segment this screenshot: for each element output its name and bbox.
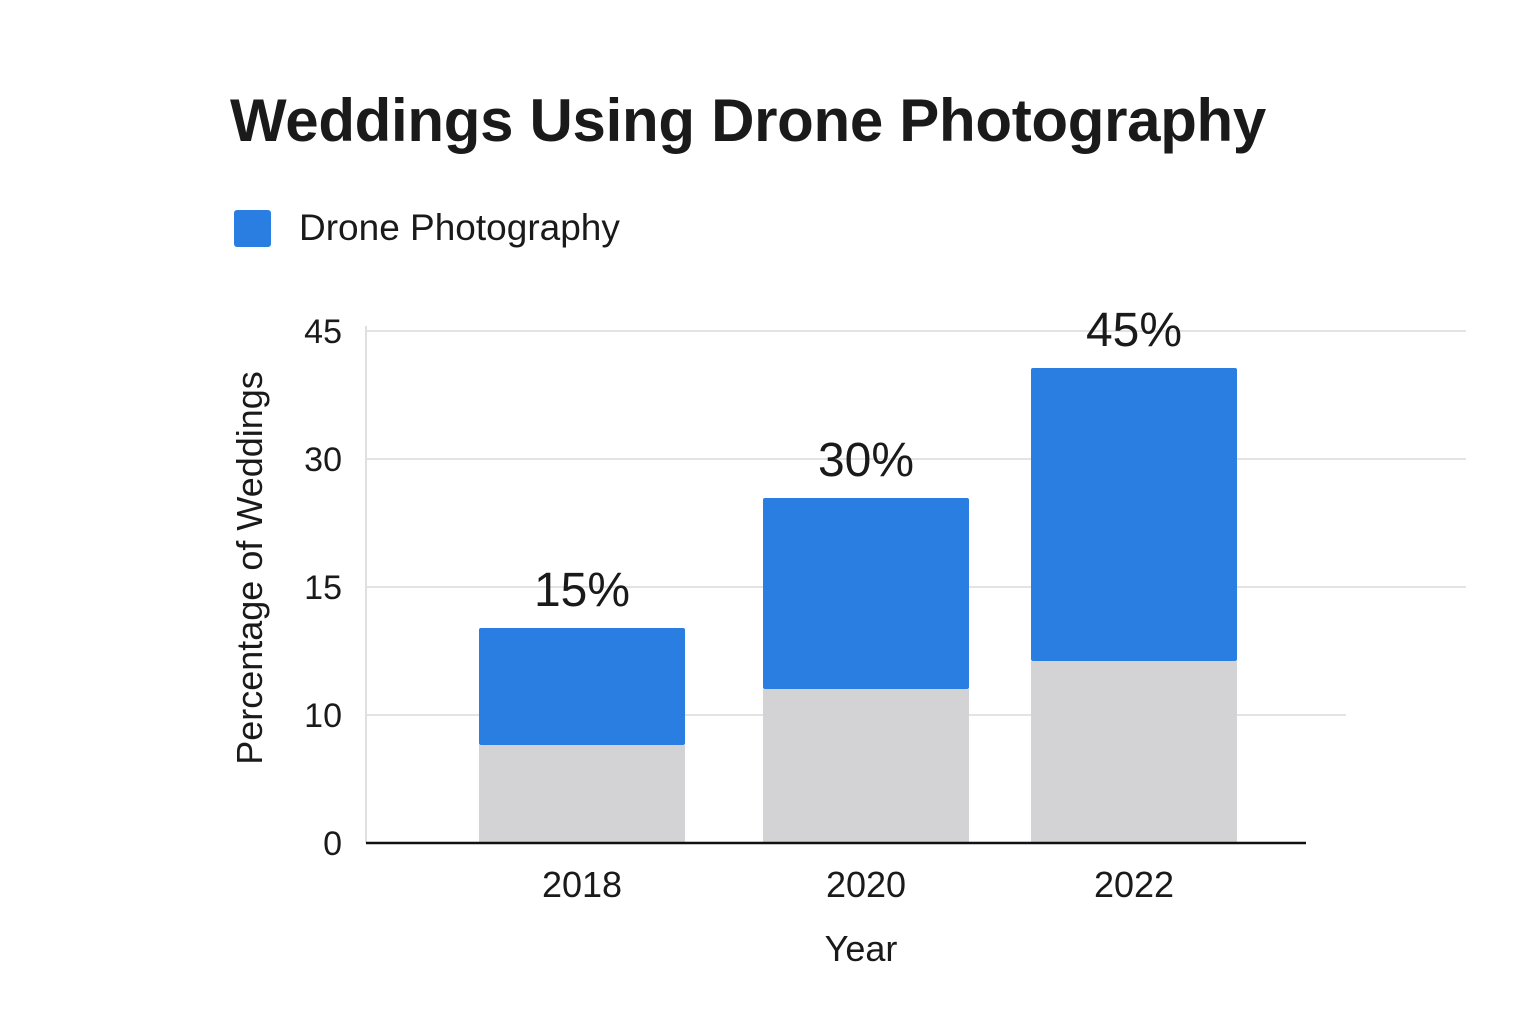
bar-2020 [763,498,969,689]
y-tick-label-10: 10 [304,697,342,735]
bars [479,368,1237,843]
x-tick-label-2018: 2018 [542,864,622,905]
bar-2022 [1031,368,1237,661]
chart-title: Weddings Using Drone Photography [230,87,1266,154]
labels: 0 10 15 30 45 15% 2018 30% 2020 45% 2022 [304,304,1182,905]
data-label-2022: 45% [1086,304,1182,357]
data-label-2018: 15% [534,564,630,617]
x-axis-title: Year [825,928,898,969]
y-tick-label-15: 15 [304,569,342,607]
legend-swatch-drone [234,209,271,247]
y-tick-label-45: 45 [304,313,342,351]
legend: Drone Photography [234,206,620,250]
bar-base-2018 [479,745,685,843]
y-tick-label-0: 0 [323,825,342,863]
data-label-2020: 30% [818,434,914,487]
legend-label-drone: Drone Photography [299,207,620,248]
y-axis-title: Percentage of Weddings [229,371,270,765]
y-tick-label-30: 30 [304,441,342,479]
bar-base-2020 [763,689,969,843]
bar-2018 [479,628,685,745]
x-tick-label-2022: 2022 [1094,864,1174,905]
x-tick-label-2020: 2020 [826,864,906,905]
axes [365,326,1306,845]
bar-base-2022 [1031,661,1237,843]
